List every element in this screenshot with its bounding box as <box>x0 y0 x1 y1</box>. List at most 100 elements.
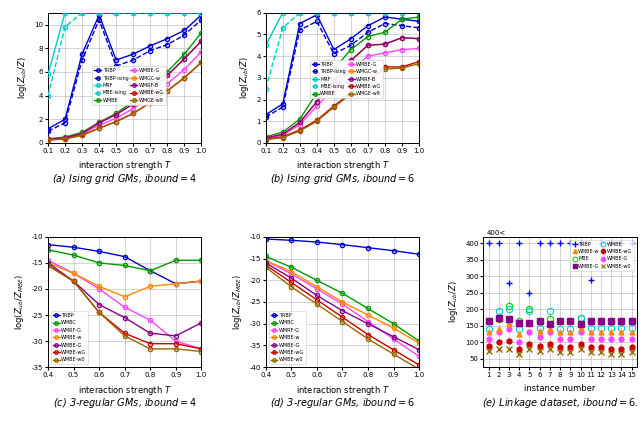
TRBP <box>495 241 502 246</box>
WMBE-w0 <box>484 348 492 353</box>
TRBP <box>566 241 574 246</box>
TRBP <box>607 241 615 246</box>
WMBE-w <box>505 320 513 325</box>
WMBE-w <box>556 330 564 335</box>
WMBE-wG <box>525 341 533 346</box>
WMBE-w <box>495 327 502 332</box>
WMBE-G2 <box>628 319 636 324</box>
WMBE-w0 <box>556 350 564 355</box>
TRBP <box>536 241 543 246</box>
WMBE-G <box>628 337 636 342</box>
WMBE-G2 <box>495 315 502 320</box>
WMBE <box>495 308 502 314</box>
WMBE-wG <box>536 343 543 348</box>
WMBE-w <box>525 320 533 325</box>
Legend: TRBP, WMBC, WMRF-G, WMBE-w, WMBE-G, WMBE-wG, WMBE-w0: TRBP, WMBC, WMRF-G, WMBE-w, WMBE-G, WMBE… <box>269 311 306 364</box>
Y-axis label: $\log(Z_{ub}/Z_{MBE})$: $\log(Z_{ub}/Z_{MBE})$ <box>231 274 244 330</box>
TRBP <box>618 241 625 246</box>
WMBE-G2 <box>505 317 513 322</box>
WMBE-G <box>607 337 615 342</box>
Y-axis label: $\log(Z_{ub}/Z)$: $\log(Z_{ub}/Z)$ <box>238 57 251 99</box>
WMBE-w0 <box>607 352 615 357</box>
WMBE <box>587 325 595 330</box>
MBE <box>618 319 625 324</box>
WMBE-w <box>546 327 554 332</box>
Text: 400<: 400< <box>486 230 506 235</box>
MBE <box>628 319 636 324</box>
Y-axis label: $\log(Z_{ub}/Z_{MBE})$: $\log(Z_{ub}/Z_{MBE})$ <box>13 274 26 330</box>
WMBE-wG <box>515 346 523 352</box>
WMBE-w <box>577 325 584 330</box>
WMBE <box>607 325 615 330</box>
TRBP <box>505 281 513 286</box>
MBE <box>515 319 523 324</box>
TRBP <box>577 241 584 246</box>
WMBE-G2 <box>587 319 595 324</box>
TRBP <box>587 277 595 282</box>
MBE <box>577 315 584 320</box>
WMBE-w0 <box>628 350 636 355</box>
WMBE-wG <box>618 346 625 352</box>
WMBE-w0 <box>515 352 523 357</box>
WMBE <box>515 327 523 332</box>
Text: (e) Linkage dataset, $ibound = 6$.: (e) Linkage dataset, $ibound = 6$. <box>482 396 638 410</box>
WMBE <box>618 325 625 330</box>
WMBE-G2 <box>577 322 584 327</box>
WMBE <box>556 327 564 332</box>
WMBE-G <box>566 337 574 342</box>
Text: (b) Ising grid GMs, $ibound = 6$: (b) Ising grid GMs, $ibound = 6$ <box>269 172 415 186</box>
WMBE-w0 <box>525 346 533 352</box>
WMBE-G2 <box>525 320 533 325</box>
WMBE-G <box>505 327 513 332</box>
WMBE-w0 <box>536 348 543 353</box>
Line: MBE: MBE <box>486 303 635 324</box>
WMBE-G <box>525 330 533 335</box>
WMBE-G <box>484 337 492 342</box>
Line: WMBE-G: WMBE-G <box>486 327 634 345</box>
WMBE-G <box>495 330 502 335</box>
Y-axis label: $\log(Z_{ub}/Z)$: $\log(Z_{ub}/Z)$ <box>447 281 460 323</box>
WMBE-wG <box>546 341 554 346</box>
MBE <box>505 303 513 308</box>
WMBE-G2 <box>618 319 625 324</box>
WMBE-w0 <box>587 350 595 355</box>
WMBE-w0 <box>505 346 513 352</box>
Line: TRBP: TRBP <box>485 240 635 296</box>
TRBP <box>515 241 523 246</box>
MBE <box>546 317 554 322</box>
WMBE-wG <box>505 338 513 343</box>
WMBE-w <box>536 328 543 333</box>
Text: (a) Ising grid GMs, $ibound = 4$: (a) Ising grid GMs, $ibound = 4$ <box>52 172 197 186</box>
Text: (d) 3-regular GMs, $ibound = 6$: (d) 3-regular GMs, $ibound = 6$ <box>270 396 415 410</box>
MBE <box>484 319 492 324</box>
MBE <box>525 307 533 312</box>
WMBE-wG <box>484 343 492 348</box>
Text: (c) 3-regular GMs, $ibound = 4$: (c) 3-regular GMs, $ibound = 4$ <box>52 396 196 410</box>
Line: WMBE-wG: WMBE-wG <box>486 338 634 352</box>
WMBE-w0 <box>618 352 625 357</box>
Line: WMBE-w: WMBE-w <box>486 320 634 337</box>
WMBE-wG <box>556 345 564 350</box>
X-axis label: interaction strength $T$: interaction strength $T$ <box>78 160 172 173</box>
WMBE-wG <box>495 340 502 345</box>
WMBE-wG <box>607 346 615 352</box>
WMBE-G <box>587 337 595 342</box>
WMBE <box>597 325 605 330</box>
WMBE-w <box>597 330 605 335</box>
WMBE-G <box>577 330 584 335</box>
MBE <box>566 319 574 324</box>
WMBE-G2 <box>556 319 564 324</box>
Legend: TRBP, TRBP-ising, MRF, MBE-ising, WMBE, WMBE-G, WMGC-w, WMRF-B, WMBE-wG, WMGE-w9: TRBP, TRBP-ising, MRF, MBE-ising, WMBE, … <box>92 66 166 105</box>
Line: WMBE: WMBE <box>486 306 635 332</box>
WMBE-wG <box>587 345 595 350</box>
WMBE <box>628 325 636 330</box>
MBE <box>607 319 615 324</box>
TRBP <box>597 241 605 246</box>
MBE <box>597 319 605 324</box>
WMBE-w0 <box>597 350 605 355</box>
X-axis label: instance number: instance number <box>524 384 596 392</box>
WMBE-w <box>566 330 574 335</box>
Legend: TRBP, TRBP-ising, MRF, MBE-ising, WMBE, WMBE-G, WMGC-w, WMRF-B, WMBE-wG, WMGE-w9: TRBP, TRBP-ising, MRF, MBE-ising, WMBE, … <box>310 60 383 98</box>
Y-axis label: $\log(Z_{ub}/Z)$: $\log(Z_{ub}/Z)$ <box>15 57 29 99</box>
WMBE-G <box>618 337 625 342</box>
